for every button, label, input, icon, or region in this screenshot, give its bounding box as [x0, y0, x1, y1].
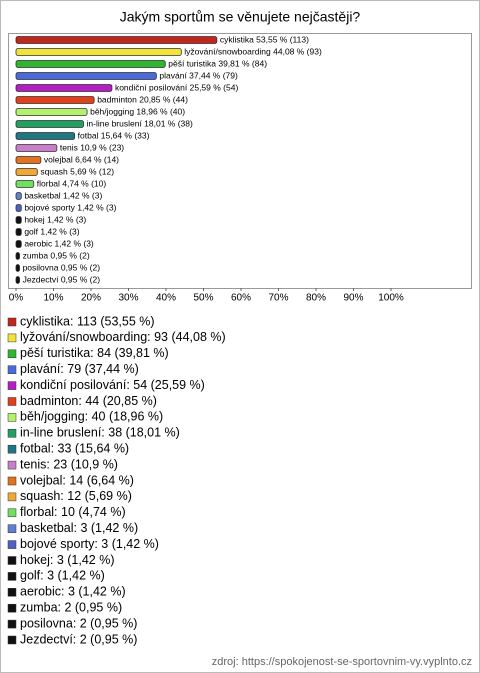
bar [15, 180, 35, 188]
bar-label: tenis 10,9 % (23) [60, 142, 124, 152]
bar [15, 204, 22, 212]
legend-swatch [7, 556, 17, 565]
x-tick-label: 60% [231, 293, 251, 304]
legend-swatch [7, 476, 17, 486]
bar-label: Jezdectví 0,95 % (2) [23, 274, 101, 284]
legend-swatch [7, 524, 17, 533]
x-tick-label: 40% [156, 293, 176, 304]
legend-label: běh/jogging: 40 (18,96 %) [20, 410, 163, 424]
legend-label: lyžování/snowboarding: 93 (44,08 %) [20, 330, 226, 344]
legend-label: basketbal: 3 (1,42 %) [20, 521, 138, 535]
bar [15, 240, 22, 248]
legend-label: in-line bruslení: 38 (18,01 %) [20, 426, 180, 440]
bar [15, 120, 84, 128]
legend-label: volejbal: 14 (6,64 %) [20, 473, 134, 487]
x-tick-label: 100% [378, 293, 404, 304]
bar [15, 84, 113, 92]
legend-label: Jezdectví: 2 (0,95 %) [20, 632, 137, 646]
bar [15, 156, 42, 164]
legend-swatch [7, 603, 17, 613]
bar [15, 96, 95, 104]
bar-label: lyžování/snowboarding 44,08 % (93) [184, 46, 322, 56]
bar-label: kondiční posilování 25,59 % (54) [115, 82, 238, 92]
legend-swatch [7, 317, 17, 327]
legend-label: plavání: 79 (37,44 %) [20, 362, 139, 376]
bar-label: běh/jogging 18,96 % (40) [90, 106, 185, 116]
bar [15, 264, 20, 272]
x-tick-label: 20% [81, 293, 101, 304]
legend-swatch [7, 349, 17, 359]
bar [15, 60, 166, 68]
legend-label: badminton: 44 (20,85 %) [20, 394, 157, 408]
legend-swatch [7, 333, 17, 343]
x-tick-label: 10% [43, 293, 63, 304]
bar-label: volejbal 6,64 % (14) [44, 154, 119, 164]
legend-swatch [7, 381, 17, 390]
legend-label: pěší turistika: 84 (39,81 %) [20, 346, 169, 360]
legend-label: fotbal: 33 (15,64 %) [20, 441, 129, 455]
bar-label: pěší turistika 39,81 % (84) [168, 58, 267, 68]
bar [15, 192, 22, 200]
legend-swatch [7, 444, 17, 454]
bar [15, 132, 76, 140]
bar-label: florbal 4,74 % (10) [37, 178, 107, 188]
bar-label: posilovna 0,95 % (2) [23, 262, 101, 272]
bar-label: squash 5,69 % (12) [40, 166, 114, 176]
legend-label: tenis: 23 (10,9 %) [20, 457, 118, 471]
bar-label: badminton 20,85 % (44) [97, 94, 188, 104]
plot-frame [8, 33, 472, 289]
legend-swatch [7, 588, 17, 597]
legend-swatch [7, 460, 17, 470]
bar [15, 144, 58, 152]
x-tick-label: 80% [306, 293, 326, 304]
legend-swatch [7, 572, 17, 581]
bar-label: zumba 0,95 % (2) [23, 250, 90, 260]
legend-swatch [7, 508, 17, 518]
legend-label: florbal: 10 (4,74 %) [20, 505, 126, 519]
bar [15, 216, 22, 224]
chart-title: Jakým sportům se věnujete nejčastěji? [120, 9, 361, 25]
bar-label: aerobic 1,42 % (3) [24, 238, 94, 248]
bar [15, 48, 182, 56]
bar [15, 36, 218, 44]
x-tick-label: 90% [343, 293, 363, 304]
x-tick-label: 70% [268, 293, 288, 304]
bar [15, 168, 38, 176]
bar [15, 228, 22, 236]
legend-swatch [7, 492, 17, 502]
bar [15, 276, 20, 284]
legend-swatch [7, 365, 17, 374]
legend-swatch [7, 429, 17, 438]
bar-label: in-line bruslení 18,01 % (38) [87, 118, 193, 128]
legend-label: posilovna: 2 (0,95 %) [20, 616, 137, 630]
bar-label: cyklistika 53,55 % (113) [220, 34, 309, 44]
legend-label: squash: 12 (5,69 %) [20, 489, 132, 503]
legend-swatch [7, 635, 17, 645]
legend-label: golf: 3 (1,42 %) [20, 569, 105, 583]
bar-label: fotbal 15,64 % (33) [78, 130, 150, 140]
x-tick-label: 30% [118, 293, 138, 304]
legend-swatch [7, 413, 17, 422]
legend-label: aerobic: 3 (1,42 %) [20, 585, 126, 599]
bar [15, 72, 157, 80]
legend-label: hokej: 3 (1,42 %) [20, 553, 115, 567]
legend-label: bojové sporty: 3 (1,42 %) [20, 537, 159, 551]
bar-label: plavání 37,44 % (79) [159, 70, 238, 80]
legend-label: kondiční posilování: 54 (25,59 %) [20, 378, 205, 392]
bar-label: hokej 1,42 % (3) [24, 214, 86, 224]
x-tick-label: 50% [193, 293, 213, 304]
source: zdroj: https://spokojenost-se-sportovnim… [212, 656, 472, 668]
legend-swatch [7, 540, 17, 549]
legend-swatch [7, 619, 17, 629]
bar [15, 108, 88, 116]
legend-label: zumba: 2 (0,95 %) [20, 600, 122, 614]
legend-swatch [7, 397, 17, 406]
x-tick-label: 0% [9, 293, 24, 304]
bar-label: golf 1,42 % (3) [24, 226, 79, 236]
bar-label: basketbal 1,42 % (3) [24, 190, 102, 200]
bar [15, 252, 20, 260]
bar-label: bojové sporty 1,42 % (3) [24, 202, 116, 212]
legend-label: cyklistika: 113 (53,55 %) [20, 314, 155, 328]
